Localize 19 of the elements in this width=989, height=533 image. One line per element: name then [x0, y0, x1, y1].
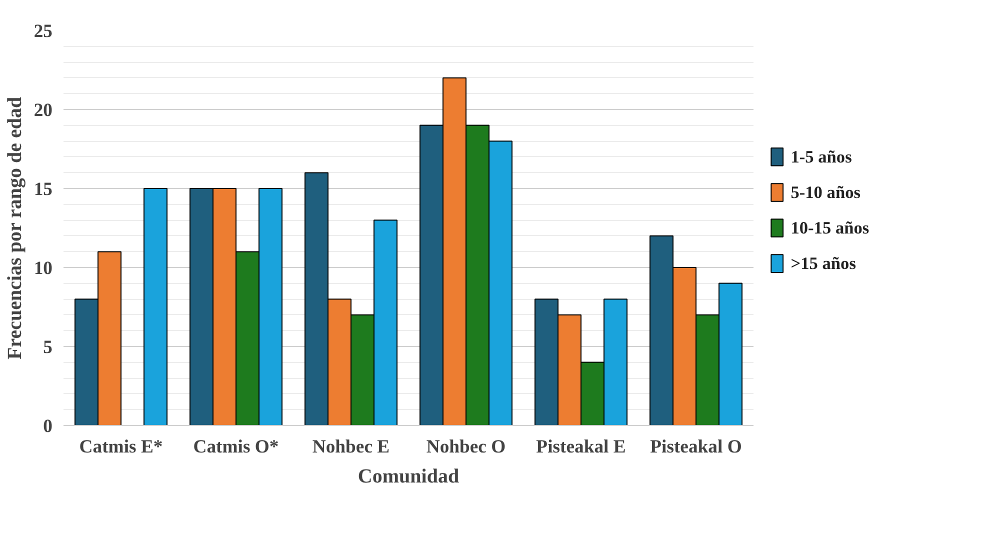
x-tick-label: Catmis E*	[79, 436, 163, 458]
bar	[144, 188, 168, 426]
y-tick-label: 20	[34, 100, 52, 121]
y-tick-label: 0	[43, 416, 52, 437]
x-tick-label: Catmis O*	[193, 436, 279, 458]
x-tick-label: Pisteakal O	[650, 436, 742, 458]
legend-label: 10-15 años	[790, 218, 870, 238]
y-tick-label: 10	[34, 258, 52, 279]
legend-label: 5-10 años	[790, 182, 861, 202]
x-tick-label: Nohbec E	[312, 436, 390, 458]
x-axis-title: Comunidad	[358, 466, 460, 488]
y-tick-label: 5	[43, 337, 52, 358]
y-tick-label: 25	[34, 21, 52, 42]
legend-label: 1-5 años	[790, 147, 852, 166]
x-tick-label: Pisteakal E	[536, 436, 626, 458]
y-axis-title: Frecuencias por rango de edad	[4, 96, 26, 360]
x-tick-label: Nohbec O	[426, 436, 506, 458]
y-tick-label: 15	[34, 179, 52, 200]
legend-label: >15 años	[790, 254, 856, 274]
